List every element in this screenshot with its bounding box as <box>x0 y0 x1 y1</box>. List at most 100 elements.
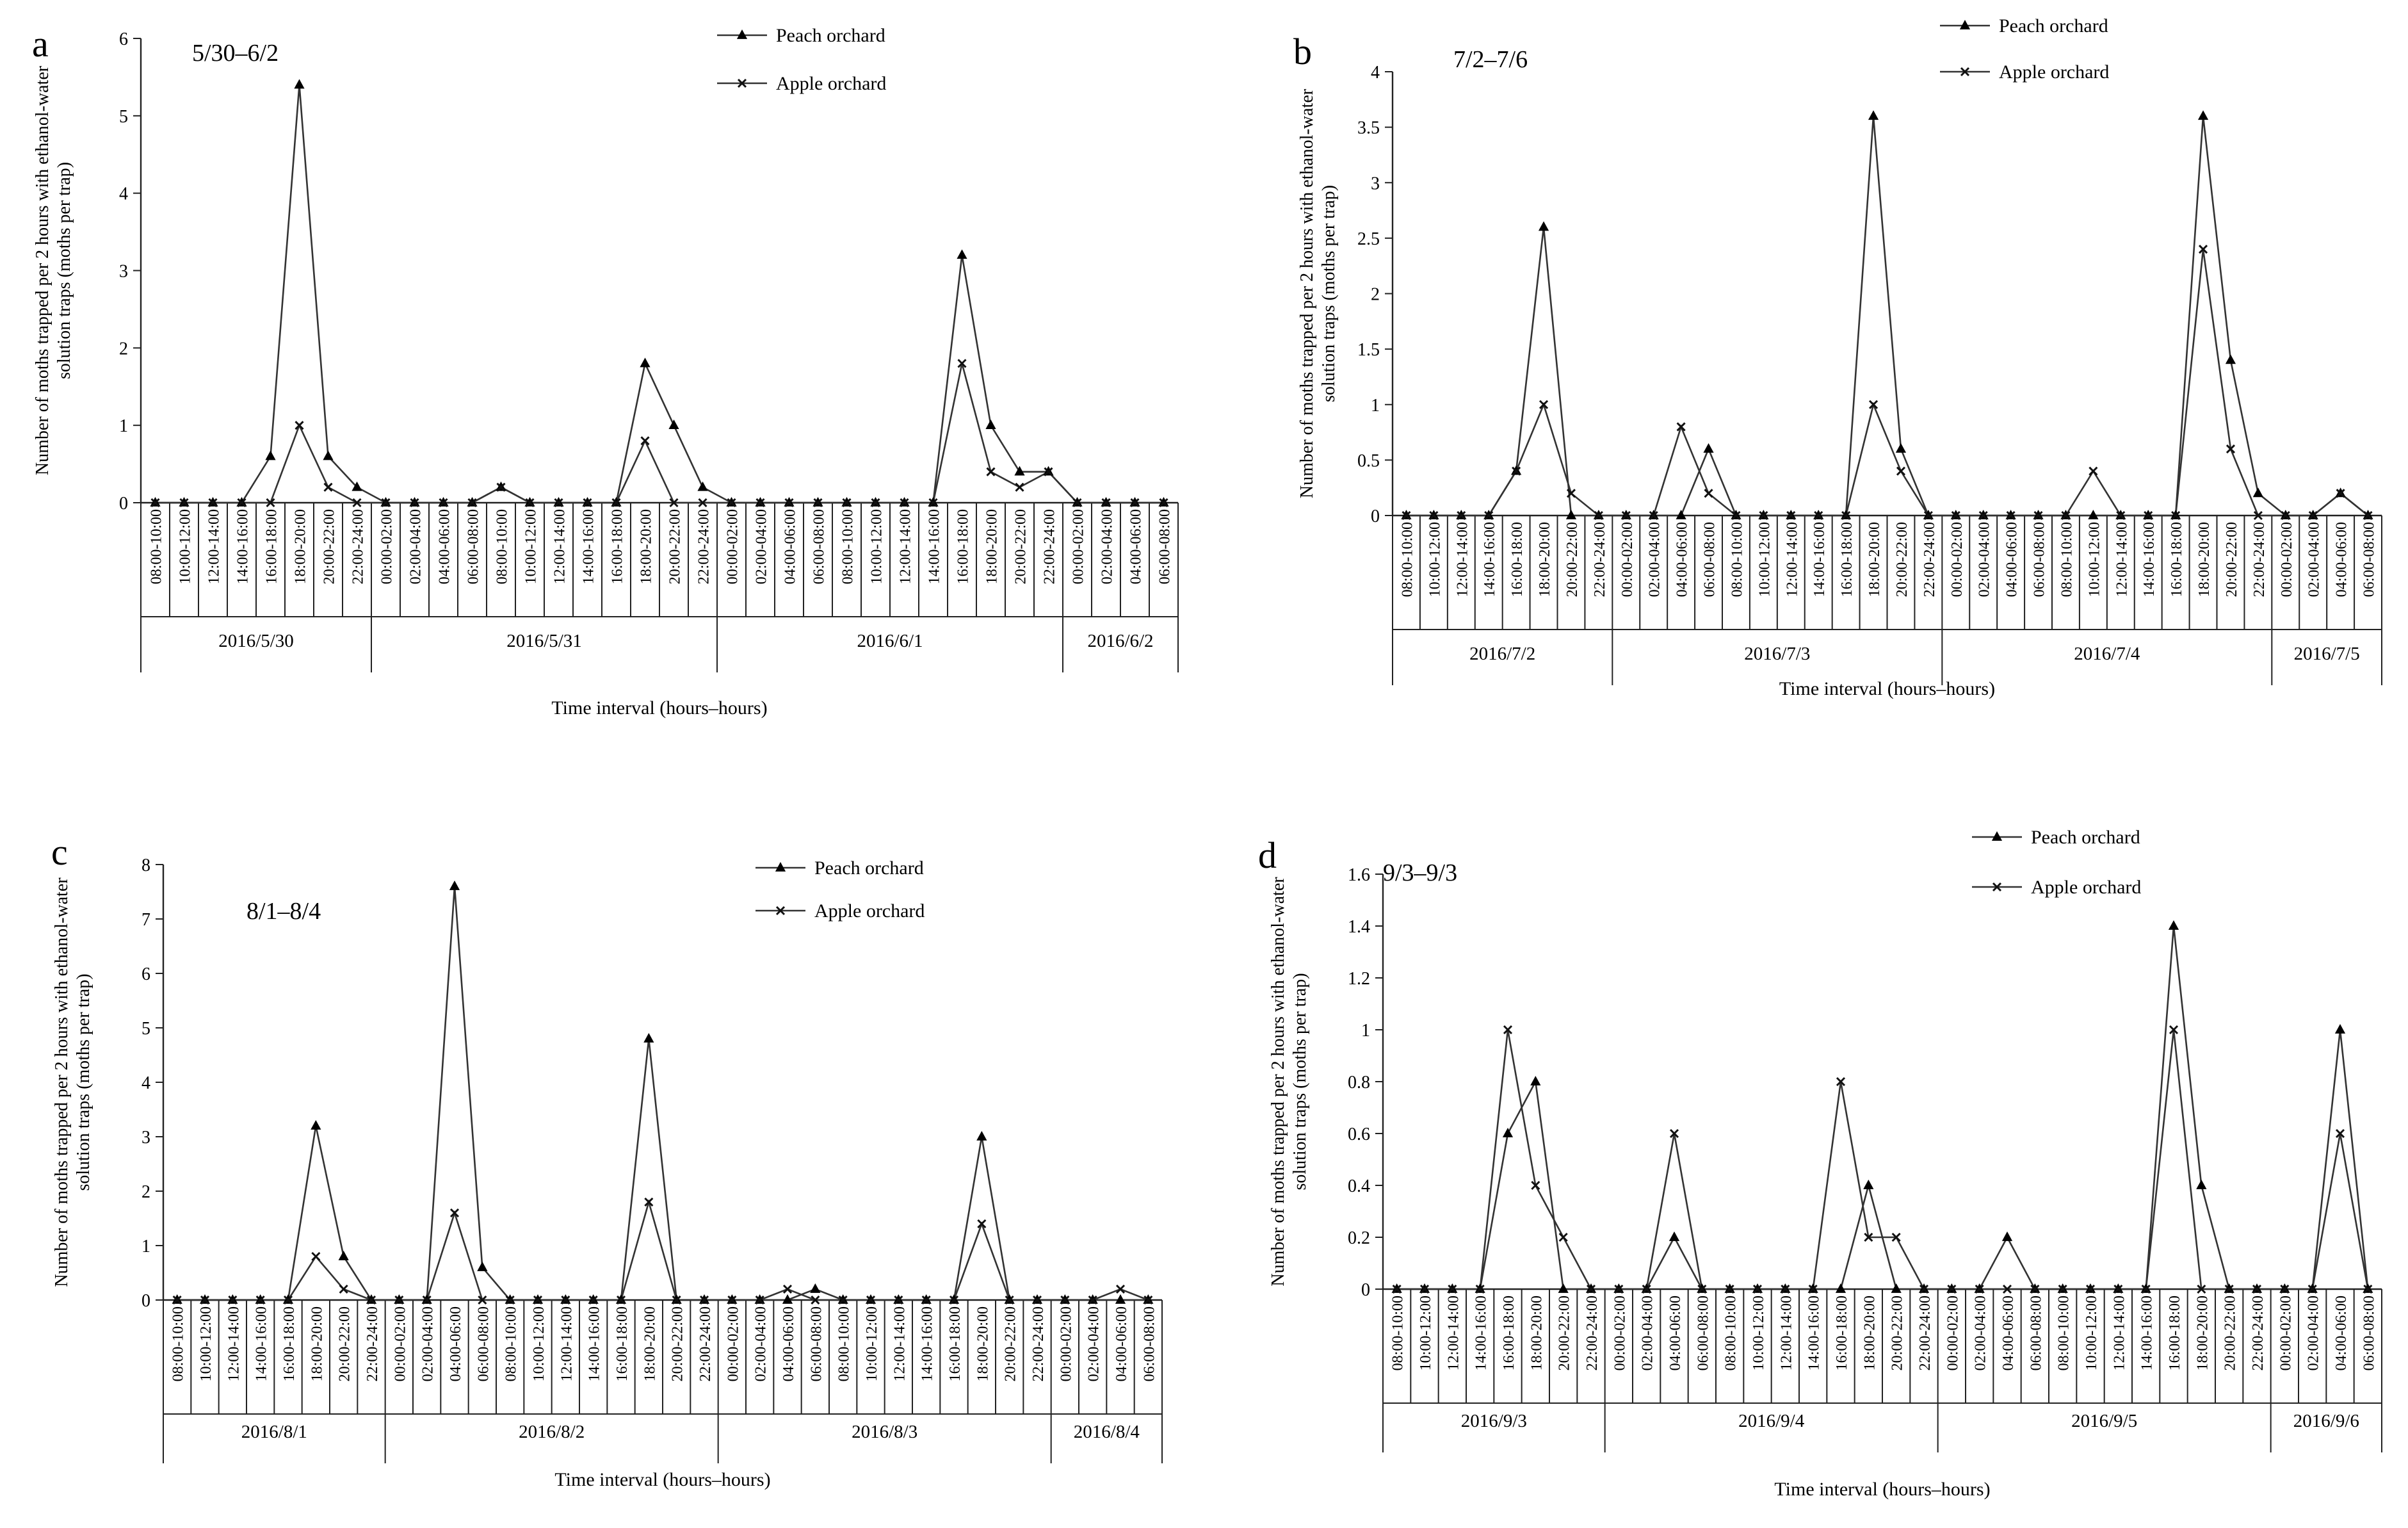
apple-data-point <box>439 498 448 508</box>
peach-data-point <box>810 1283 821 1293</box>
x-tick-label: 02:00-04:00 <box>1976 522 1993 597</box>
apple-data-point <box>782 1284 793 1294</box>
x-tick-label: 08:00-10:00 <box>840 509 857 584</box>
y-tick-label: 7 <box>141 910 150 930</box>
apple-data-point <box>1044 467 1053 476</box>
y-tick-label: 2 <box>119 339 128 359</box>
x-tick-label: 04:00-06:00 <box>782 509 799 584</box>
peach-data-point <box>782 1294 793 1304</box>
y-tick-label: 0 <box>119 494 128 514</box>
x-tick-label: 12:00-14:00 <box>552 509 569 584</box>
apple-data-point <box>1975 1284 1984 1294</box>
apple-data-point <box>283 1295 293 1305</box>
apple-data-point <box>1566 489 1576 498</box>
y-tick-label: 1.6 <box>1348 865 1370 885</box>
apple-data-point <box>255 1295 265 1305</box>
apple-data-point <box>422 1295 432 1305</box>
x-tick-label: 00:00-02:00 <box>1619 522 1636 597</box>
x-tick-label: 10:00-12:00 <box>869 509 885 584</box>
x-tick-label: 08:00-10:00 <box>1723 1296 1740 1370</box>
apple-data-point <box>1015 482 1024 492</box>
x-axis-label: Time interval (hours–hours) <box>1774 1479 1990 1500</box>
peach-data-point <box>2334 1024 2346 1034</box>
apple-data-point <box>1725 1284 1734 1294</box>
apple-data-point <box>2030 1284 2040 1294</box>
x-tick-label: 22:00-24:00 <box>2250 1296 2267 1370</box>
x-tick-label: 10:00-12:00 <box>1750 1296 1767 1370</box>
date-group-label: 2016/6/2 <box>1087 631 1153 651</box>
x-tick-label: 04:00-06:00 <box>437 509 453 584</box>
x-tick-label: 02:00-04:00 <box>420 1306 437 1381</box>
apple-data-point <box>1594 510 1603 521</box>
y-tick-label: 4 <box>119 184 128 204</box>
x-tick-label: 16:00-18:00 <box>955 509 972 584</box>
date-group-label: 2016/8/1 <box>241 1422 307 1442</box>
apple-data-point <box>949 1295 959 1305</box>
y-axis-label: Number of moths trapped per 2 hours with… <box>1297 88 1339 498</box>
x-tick-label: 20:00-22:00 <box>670 1306 686 1381</box>
apple-data-point <box>449 1208 460 1218</box>
x-tick-label: 22:00-24:00 <box>1921 522 1938 597</box>
x-tick-label: 06:00-08:00 <box>2028 1296 2044 1370</box>
peach-data-point <box>668 419 679 430</box>
x-tick-label: 04:00-06:00 <box>780 1306 797 1381</box>
apple-data-point <box>1101 498 1111 508</box>
peach-data-point <box>1558 1283 1569 1293</box>
apple-data-point <box>1512 466 1521 476</box>
x-tick-label: 08:00-10:00 <box>494 509 511 584</box>
peach-series-line <box>1396 925 2369 1290</box>
peach-data-point <box>1538 221 1549 231</box>
chart-svg: c 8/1–8/4 0 1 2 3 4 5 6 7 8 08:00-10:00 10:00-12:00 1… <box>51 831 1163 1490</box>
peach-data-point <box>1703 443 1714 453</box>
date-group-label: 2016/5/30 <box>218 631 294 651</box>
apple-data-point <box>1951 510 1960 521</box>
apple-data-point <box>496 482 506 492</box>
x-tick-label: 18:00-20:00 <box>2196 522 2213 597</box>
apple-data-point <box>1676 422 1686 432</box>
apple-data-point <box>813 498 823 508</box>
legend-peach-marker <box>1959 20 1971 29</box>
x-tick-label: 04:00-06:00 <box>1128 509 1145 584</box>
x-tick-label: 10:00-12:00 <box>864 1306 880 1381</box>
apple-data-point <box>1475 1284 1485 1294</box>
apple-data-point <box>1072 498 1082 508</box>
y-tick-label: 1.2 <box>1348 969 1370 989</box>
x-axis-label: Time interval (hours–hours) <box>554 1469 770 1490</box>
x-tick-label: 04:00-06:00 <box>1667 1296 1684 1370</box>
legend-peach-label: Peach orchard <box>1999 15 2108 37</box>
x-tick-label: 06:00-08:00 <box>808 1306 825 1381</box>
apple-data-point <box>352 498 362 508</box>
apple-data-point <box>755 1295 764 1305</box>
apple-data-point <box>1814 510 1823 521</box>
apple-data-point <box>1864 1232 1873 1242</box>
x-tick-label: 10:00-12:00 <box>1418 1296 1434 1370</box>
apple-data-point <box>2058 1284 2067 1294</box>
peach-data-point <box>1676 510 1686 519</box>
apple-data-point <box>2336 489 2345 498</box>
date-group-label: 2016/5/31 <box>506 631 582 651</box>
apple-data-point <box>1484 510 1494 521</box>
apple-data-point <box>394 1295 404 1305</box>
y-tick-label: 3 <box>119 262 128 282</box>
x-tick-label: 16:00-18:00 <box>947 1306 964 1381</box>
apple-data-point <box>588 1295 598 1305</box>
x-tick-label: 20:00-22:00 <box>1889 1296 1906 1370</box>
x-tick-label: 04:00-06:00 <box>2333 1296 2350 1370</box>
x-tick-label: 12:00-14:00 <box>1445 1296 1462 1370</box>
apple-data-point <box>2002 1284 2012 1294</box>
x-tick-label: 04:00-06:00 <box>2000 1296 2017 1370</box>
apple-data-point <box>2061 510 2071 521</box>
apple-data-point <box>894 1295 903 1305</box>
apple-data-point <box>208 498 218 508</box>
x-tick-label: 20:00-22:00 <box>1564 522 1581 597</box>
x-tick-label: 16:00-18:00 <box>614 1306 631 1381</box>
x-tick-label: 02:00-04:00 <box>1086 1306 1103 1381</box>
x-tick-label: 08:00-10:00 <box>2058 522 2075 597</box>
peach-data-point <box>311 1120 321 1130</box>
y-tick-label: 1.5 <box>1357 340 1380 360</box>
y-tick-label: 0 <box>141 1291 150 1311</box>
legend-apple-marker <box>737 78 747 88</box>
y-tick-label: 0.4 <box>1348 1176 1370 1196</box>
apple-data-point <box>1868 400 1879 409</box>
x-tick-label: 18:00-20:00 <box>1861 1296 1878 1370</box>
